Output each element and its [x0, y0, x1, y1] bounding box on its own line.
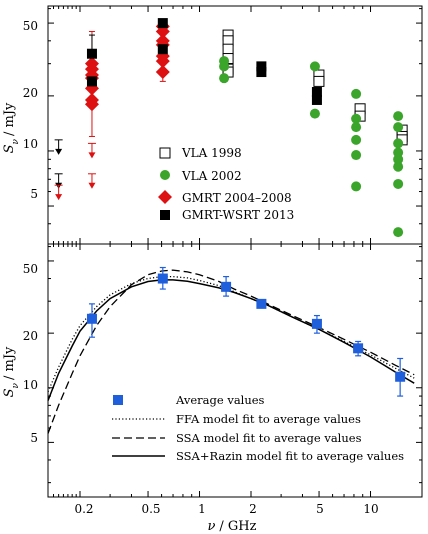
average-data-point — [157, 273, 168, 284]
data-point-gmrt-wsrt — [311, 87, 322, 98]
data-point-gmrt-wsrt — [86, 76, 97, 87]
legend-label-gmrt-wsrt: GMRT-WSRT 2013 — [182, 208, 294, 222]
data-point-vla-1998 — [313, 75, 325, 87]
bottom-y-tick-label: 50 — [23, 262, 38, 276]
model-curve-dotted — [47, 275, 415, 393]
top-y-tick-label: 5 — [30, 187, 38, 201]
top-legend: VLA 1998 VLA 2002 GMRT 2004–2008 GMRT-WS… — [158, 146, 294, 222]
average-data-point — [353, 343, 364, 354]
average-data-point — [256, 298, 267, 309]
legend-label-vla-2002: VLA 2002 — [181, 169, 242, 183]
model-curve-dashed — [47, 269, 415, 434]
top-y-tick-label: 20 — [23, 86, 38, 100]
x-tick-labels: 0.2 0.5 1 2 5 10 — [74, 502, 378, 516]
data-point-vla-2002 — [219, 73, 230, 84]
legend-marker-black-square — [160, 210, 170, 220]
bottom-y-tick-labels: 5 10 20 50 — [23, 262, 38, 445]
upper-limit-arrow — [88, 152, 96, 159]
legend-label-ssa: SSA model fit to average values — [176, 431, 362, 445]
data-point-vla-2002 — [351, 134, 362, 145]
upper-limit-arrow — [88, 182, 96, 189]
legend-label-gmrt: GMRT 2004–2008 — [182, 191, 292, 205]
upper-limit-arrow — [55, 194, 63, 201]
legend-marker-open-square — [159, 147, 171, 159]
bottom-y-tick-label: 10 — [23, 378, 38, 392]
legend-marker-green-circle — [160, 170, 170, 180]
x-tick-label: 5 — [316, 502, 324, 516]
data-point-gmrt — [155, 65, 170, 80]
x-tick-label: 2 — [249, 502, 257, 516]
top-y-tick-labels: 5 10 20 50 — [23, 19, 38, 201]
data-point-vla-2002 — [309, 108, 320, 119]
legend-marker-red-diamond — [158, 190, 172, 204]
top-panel-ticks — [48, 6, 423, 244]
data-point-vla-2002 — [351, 113, 362, 124]
bottom-panel-ticks — [48, 244, 423, 497]
data-point-vla-2002 — [393, 111, 404, 122]
x-tick-label: 1 — [198, 502, 206, 516]
x-tick-label: 0.2 — [74, 502, 93, 516]
legend-label-ffa: FFA model fit to average values — [176, 412, 361, 426]
legend-label-vla-1998: VLA 1998 — [181, 146, 242, 160]
upper-limit-arrow — [55, 148, 63, 155]
data-point-gmrt-wsrt — [86, 48, 97, 59]
top-plot-area — [54, 18, 408, 238]
data-point-vla-2002 — [393, 178, 404, 189]
bottom-y-axis-label: Sν/ mJy — [2, 346, 21, 397]
top-y-tick-label: 50 — [23, 19, 38, 33]
data-point-vla-2002 — [393, 154, 404, 165]
x-axis-label: ν / GHz — [208, 519, 257, 534]
data-point-gmrt — [155, 54, 170, 69]
x-tick-label: 10 — [363, 502, 378, 516]
data-point-vla-2002 — [393, 227, 404, 238]
average-data-point — [395, 371, 406, 382]
bottom-legend: Average values FFA model fit to average … — [112, 393, 404, 463]
legend-label-ssa-razin: SSA+Razin model fit to average values — [176, 449, 404, 463]
average-data-point — [311, 318, 322, 329]
model-curve-solid — [47, 279, 415, 401]
data-point-vla-2002 — [393, 138, 404, 149]
bottom-y-tick-label: 5 — [30, 431, 38, 445]
legend-label-average: Average values — [175, 393, 265, 407]
top-y-tick-label: 10 — [23, 137, 38, 151]
data-point-vla-2002 — [351, 150, 362, 161]
top-y-axis-label: Sν/ mJy — [2, 102, 21, 153]
data-point-gmrt-wsrt — [256, 61, 267, 72]
x-tick-label: 0.5 — [141, 502, 160, 516]
data-point-gmrt-wsrt — [311, 94, 322, 105]
data-point-vla-2002 — [351, 122, 362, 133]
average-data-point — [86, 313, 97, 324]
bottom-y-tick-label: 20 — [23, 329, 38, 343]
data-point-vla-2002 — [309, 61, 320, 72]
data-point-vla-2002 — [351, 88, 362, 99]
data-point-vla-1998 — [222, 43, 234, 55]
bottom-panel-frame — [47, 243, 423, 498]
data-point-vla-2002 — [393, 122, 404, 133]
average-data-point — [221, 281, 232, 292]
data-point-gmrt-wsrt — [157, 44, 168, 55]
data-point-vla-2002 — [219, 61, 230, 72]
data-point-gmrt-wsrt — [256, 67, 267, 78]
bottom-plot-area — [47, 266, 415, 434]
legend-marker-blue-square — [113, 395, 123, 405]
data-point-gmrt — [84, 97, 99, 112]
data-point-vla-2002 — [351, 181, 362, 192]
data-point-vla-2002 — [393, 161, 404, 172]
data-point-gmrt-wsrt — [157, 18, 168, 29]
